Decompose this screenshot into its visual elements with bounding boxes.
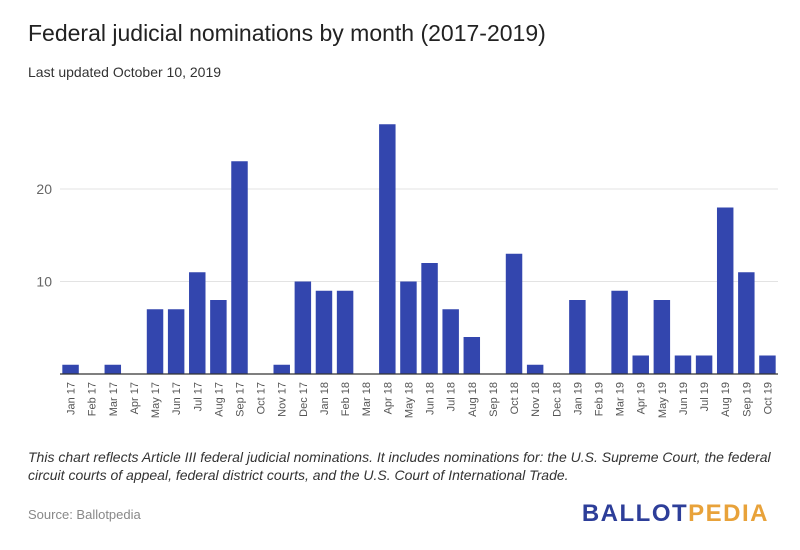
x-tick-label: Oct 17 xyxy=(256,382,268,414)
x-tick-label: Jan 19 xyxy=(572,382,584,415)
bar-sep-19 xyxy=(738,272,755,374)
x-tick-label: Sep 18 xyxy=(488,382,500,417)
x-tick-label: Jun 18 xyxy=(425,382,437,415)
x-tick-label: Aug 19 xyxy=(720,382,732,417)
bar-aug-17 xyxy=(210,300,227,374)
bar-jul-19 xyxy=(695,355,713,374)
bar-aug-18 xyxy=(463,337,481,374)
x-tick-label: Oct 18 xyxy=(509,382,521,414)
bar-apr-19 xyxy=(632,355,649,374)
x-tick-label: Mar 17 xyxy=(108,382,120,416)
x-tick-label: Mar 19 xyxy=(615,382,627,416)
x-tick-label: Apr 17 xyxy=(129,382,141,414)
bar-dec-17 xyxy=(294,281,312,374)
x-tick-label: Jun 19 xyxy=(678,382,690,415)
source-text: Source: Ballotpedia xyxy=(28,507,141,522)
x-tick-label: Feb 19 xyxy=(594,382,606,416)
bar-jun-17 xyxy=(167,309,185,374)
bar-oct-18 xyxy=(505,253,523,374)
x-tick-label: Jul 18 xyxy=(446,382,458,411)
bar-jan-18 xyxy=(315,290,333,374)
bar-may-17 xyxy=(146,309,164,374)
x-tick-label: Dec 17 xyxy=(298,382,310,417)
bar-jun-19 xyxy=(674,355,692,374)
y-tick-label-20: 20 xyxy=(36,181,52,197)
x-tick-label: Oct 19 xyxy=(762,382,774,414)
x-tick-label: Feb 18 xyxy=(340,382,352,416)
logo-part-ballot: BALLOT xyxy=(581,500,689,527)
bar-may-19 xyxy=(653,300,671,374)
x-tick-label: Apr 19 xyxy=(636,382,648,414)
chart-title: Federal judicial nominations by month (2… xyxy=(28,20,546,46)
x-tick-label: Jan 17 xyxy=(66,382,78,415)
x-tick-label: Sep 17 xyxy=(235,382,247,417)
x-tick-label: May 18 xyxy=(403,382,415,418)
bar-feb-18 xyxy=(336,290,354,374)
bar-mar-19 xyxy=(611,290,628,374)
bar-apr-18 xyxy=(379,124,396,374)
bar-jul-17 xyxy=(189,272,206,374)
x-tick-label: Apr 18 xyxy=(382,382,394,414)
x-tick-label: Mar 18 xyxy=(361,382,373,416)
x-tick-label: May 17 xyxy=(150,382,162,418)
x-tick-label: Nov 18 xyxy=(530,382,542,417)
ballotpedia-logo: BALLOTPEDIA xyxy=(582,500,769,528)
x-tick-label: May 19 xyxy=(657,382,669,418)
bar-nov-17 xyxy=(273,364,290,374)
x-tick-label: Jan 18 xyxy=(319,382,331,415)
bar-mar-17 xyxy=(104,364,122,374)
y-tick-label-10: 10 xyxy=(36,274,52,290)
bar-chart: 10 20 Jan 17 Feb 17 Mar 17 Apr 17 May 17 Jun 17… xyxy=(36,124,778,418)
x-tick-label: Nov 17 xyxy=(277,382,289,417)
x-tick-label: Sep 19 xyxy=(741,382,753,417)
x-tick-label: Jul 17 xyxy=(192,382,204,411)
logo-part-pedia: PEDIA xyxy=(688,500,769,527)
x-tick-label: Aug 17 xyxy=(213,382,225,417)
bar-nov-18 xyxy=(526,364,544,374)
chart-note: This chart reflects Article III federal … xyxy=(28,449,771,483)
bar-aug-19 xyxy=(716,207,734,374)
x-tick-label: Jul 19 xyxy=(699,382,711,411)
bar-jun-18 xyxy=(421,263,438,374)
bar-jan-17 xyxy=(62,364,79,374)
bar-may-18 xyxy=(400,281,417,374)
x-tick-label: Jun 17 xyxy=(171,382,183,415)
x-tick-label: Aug 18 xyxy=(467,382,479,417)
x-tick-label: Feb 17 xyxy=(87,382,99,416)
bar-sep-17 xyxy=(231,161,248,374)
bar-jul-18 xyxy=(442,309,459,374)
x-tick-label: Dec 18 xyxy=(551,382,563,417)
bar-jan-19 xyxy=(569,300,586,374)
bar-oct-19 xyxy=(759,355,776,374)
chart-subtitle: Last updated October 10, 2019 xyxy=(28,64,222,80)
